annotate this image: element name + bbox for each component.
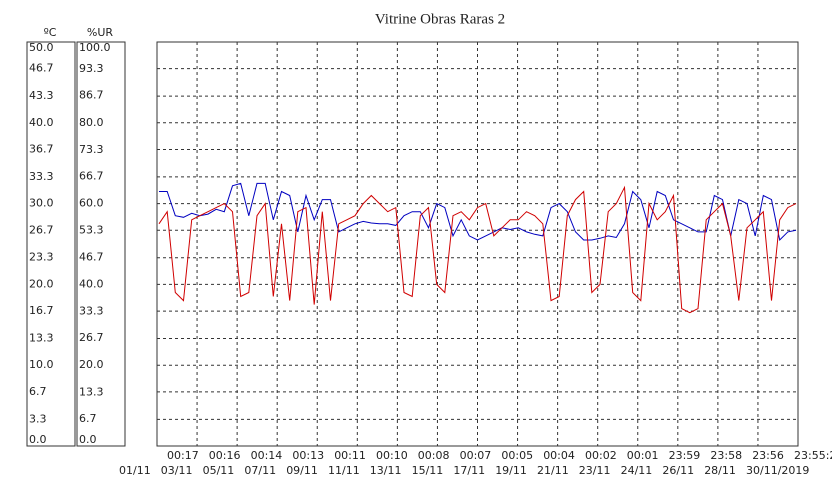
series-line [158, 185, 797, 314]
y2-tick-label: 46.7 [79, 250, 104, 263]
y-tick-label: 10.0 [29, 358, 54, 371]
y-tick-label: 6.7 [29, 385, 47, 398]
x-tick-label-time: 00:17 [167, 449, 199, 462]
y-tick-label: 3.3 [29, 412, 47, 425]
y2-tick-label: 26.7 [79, 331, 104, 344]
y-tick-label: 13.3 [29, 332, 54, 345]
y-tick-label: 23.3 [29, 251, 54, 264]
x-tick-label-time: 00:05 [501, 449, 533, 462]
y-axis-label: ºC [44, 26, 57, 39]
x-tick-label-time: 00:16 [209, 449, 241, 462]
x-tick-label-date: 03/11 [161, 464, 193, 477]
y2-tick-label: 6.7 [79, 412, 97, 425]
x-tick-label-date: 11/11 [328, 464, 360, 477]
y2-axis-box [76, 41, 126, 447]
x-tick-label-date: 19/11 [495, 464, 527, 477]
x-tick-label-time: 00:04 [543, 449, 575, 462]
y2-tick-label: 80.0 [79, 116, 104, 129]
x-tick-label-date: 05/11 [203, 464, 235, 477]
y-tick-label: 33.3 [29, 170, 54, 183]
x-tick-label-date: 01/11 [119, 464, 151, 477]
y-tick-label: 30.0 [29, 197, 54, 210]
x-tick-label-time: 23:55:26 [794, 449, 832, 462]
x-tick-label-date: 13/11 [370, 464, 402, 477]
y2-tick-label: 0.0 [79, 433, 97, 446]
x-tick-label-time: 00:02 [585, 449, 617, 462]
y-tick-label: 46.7 [29, 62, 54, 75]
x-tick-label-time: 23:58 [710, 449, 742, 462]
x-tick-label-date: 21/11 [537, 464, 569, 477]
x-tick-label-date: 30/11/2019 [746, 464, 809, 477]
y2-axis-label: %UR [87, 26, 114, 39]
x-tick-label-time: 00:14 [251, 449, 283, 462]
x-tick-label-date: 24/11 [621, 464, 653, 477]
y-tick-label: 43.3 [29, 89, 54, 102]
y-axis-box [26, 41, 76, 447]
x-tick-label-time: 00:11 [334, 449, 366, 462]
y-tick-label: 40.0 [29, 116, 54, 129]
x-tick-label-time: 23:59 [669, 449, 701, 462]
x-tick-label-time: 00:01 [627, 449, 659, 462]
y2-tick-label: 33.3 [79, 304, 104, 317]
x-tick-label-date: 07/11 [244, 464, 276, 477]
y2-tick-label: 100.0 [79, 41, 111, 54]
y-tick-label: 36.7 [29, 142, 54, 155]
y-tick-label: 26.7 [29, 223, 54, 236]
chart-title: Vitrine Obras Raras 2 [375, 11, 505, 27]
y2-tick-label: 13.3 [79, 385, 104, 398]
y2-tick-label: 40.0 [79, 277, 104, 290]
y-tick-label: 20.0 [29, 277, 54, 290]
x-tick-label-date: 09/11 [286, 464, 318, 477]
y2-tick-label: 86.7 [79, 89, 104, 102]
y2-tick-label: 20.0 [79, 358, 104, 371]
series-line [159, 182, 797, 242]
x-tick-label-date: 26/11 [662, 464, 694, 477]
x-tick-label-date: 17/11 [453, 464, 485, 477]
y-tick-label: 50.0 [29, 41, 54, 54]
y-tick-label: 16.7 [29, 304, 54, 317]
x-tick-label-time: 00:10 [376, 449, 408, 462]
x-tick-label-date: 28/11 [704, 464, 736, 477]
y2-tick-label: 66.7 [79, 170, 104, 183]
x-tick-label-time: 23:56 [752, 449, 784, 462]
y-tick-label: 0.0 [29, 433, 47, 446]
y2-tick-label: 53.3 [79, 224, 104, 237]
y2-tick-label: 73.3 [79, 143, 104, 156]
x-tick-label-time: 00:13 [292, 449, 324, 462]
x-tick-label-date: 15/11 [412, 464, 444, 477]
x-tick-label-time: 00:08 [418, 449, 450, 462]
y2-tick-label: 93.3 [79, 62, 104, 75]
x-tick-label-time: 00:07 [460, 449, 492, 462]
y2-tick-label: 60.0 [79, 197, 104, 210]
x-tick-label-date: 23/11 [579, 464, 611, 477]
